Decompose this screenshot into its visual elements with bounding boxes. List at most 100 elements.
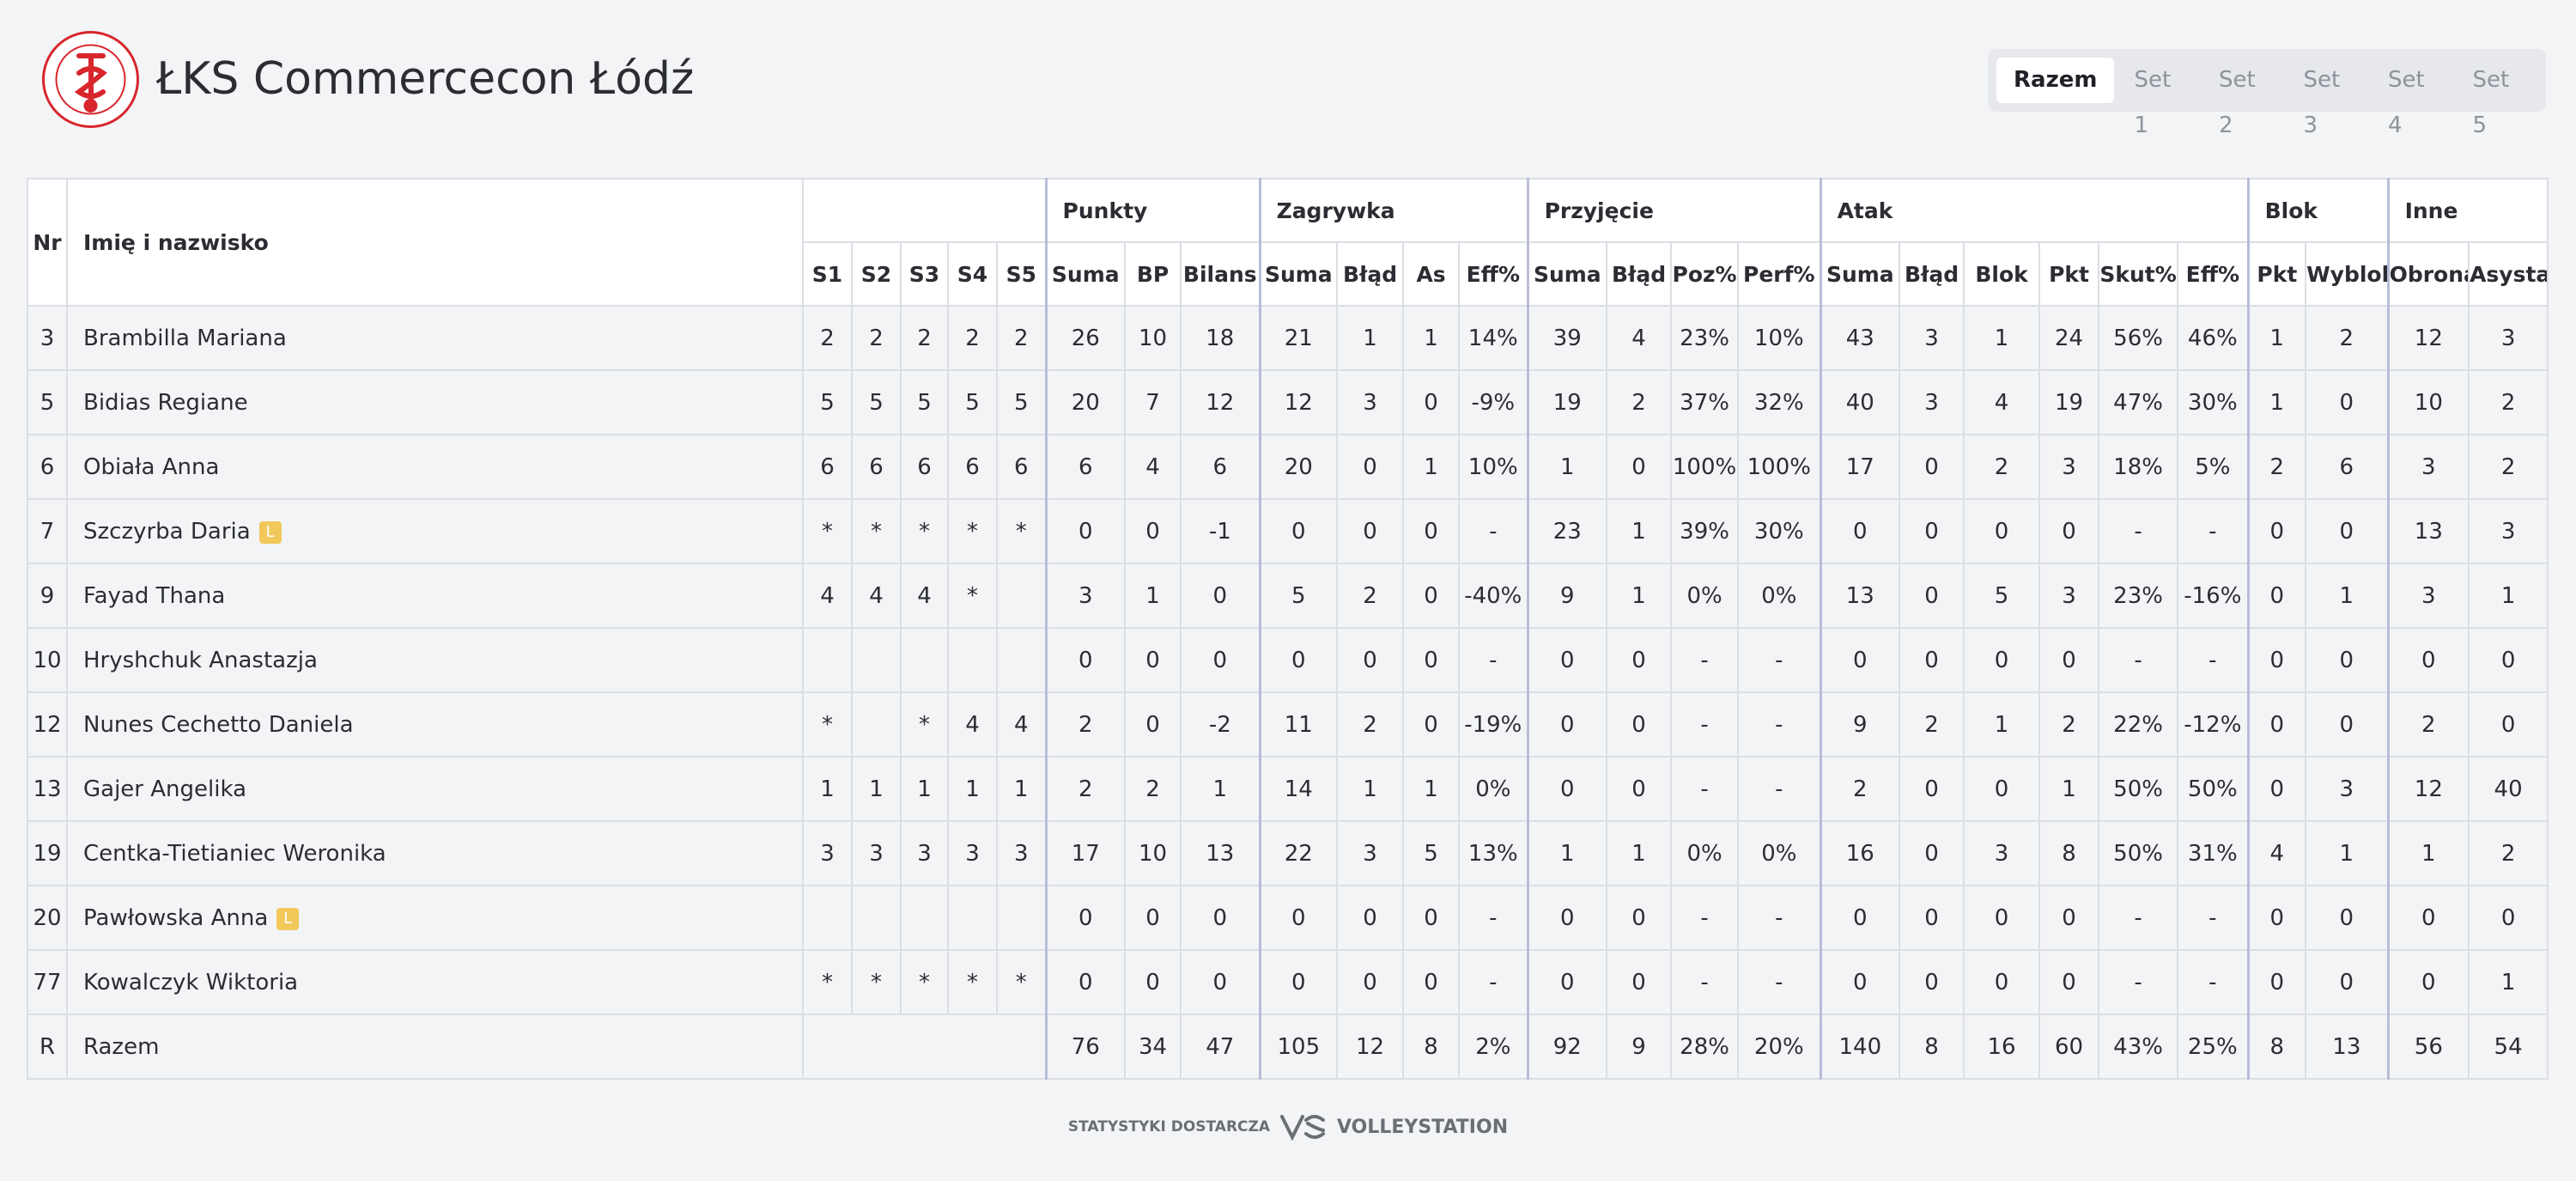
cell-stat: 0 [1402,885,1461,951]
cell-stat: 14% [1458,305,1529,371]
cell-stat: 30% [2177,369,2250,435]
cell-stat: 0 [2246,756,2307,822]
player-row: 13 Gajer Angelika 1 1 1 1 1 2 2 1 14 1 1 0% 0 0- -2 0 0 1 50… [27,756,2549,822]
cell-stat: - [1737,756,1822,822]
tab[interactable]: Set 4 [2387,67,2425,138]
club-logo [42,31,139,128]
cell-stat: 6 [2305,434,2390,500]
column-header: Eff% [2177,241,2250,307]
cell-stat: 140 [1819,1014,1901,1080]
cell-nr: 3 [27,305,68,371]
cell-stat: 10 [1124,305,1182,371]
group-header [801,178,1048,243]
cell-stat: 1 [2305,820,2390,886]
libero-badge: L [276,907,300,930]
cell-stat: 3 [1336,369,1405,435]
cell-set [995,627,1048,693]
cell-stat: - [2098,885,2179,951]
tab[interactable]: Set 2 [2218,67,2256,138]
cell-stat: 0 [1336,498,1405,564]
player-name: Hryshchuk Anastazja [83,647,318,673]
cell-stat: 100% [1737,434,1822,500]
cell-nr: 12 [27,691,68,758]
column-header: Asysta [2468,241,2549,307]
cell-stat: 54 [2468,1014,2549,1080]
player-row: 7 Szczyrba Daria L * * * * * 0 0 -1 0 0 0-23 1 39% 30% 0 0… [27,498,2549,564]
cell-stat: 2 [2468,434,2549,500]
cell-stat: - [2177,627,2250,693]
cell-set: 2 [900,305,949,371]
tab[interactable]: Razem [1996,58,2115,103]
cell-set: 2 [851,305,902,371]
player-name: Pawłowska Anna [83,904,269,931]
cell-set [802,885,853,951]
cell-set: * [802,691,853,758]
cell-stat: - [2098,949,2179,1015]
cell-stat: 1 [1606,820,1673,886]
cell-stat: 0 [2038,627,2100,693]
cell-name: Kowalczyk Wiktoria [66,949,804,1015]
column-header: Pkt [2246,241,2307,307]
cell-stat: - [1737,949,1822,1015]
cell-stat: 34 [1124,1014,1182,1080]
cell-name: Fayad Thana [66,563,804,629]
cell-stat: 10 [1124,820,1182,886]
tab[interactable]: Set 5 [2472,67,2510,138]
column-header: S1 [802,241,853,307]
cell-set: 1 [995,756,1048,822]
cell-stat: 13% [1458,820,1529,886]
cell-set: 3 [851,820,902,886]
cell-stat: 1 [1402,434,1461,500]
cell-stat: 1 [1606,498,1673,564]
cell-set: * [851,949,902,1015]
cell-stat: 47 [1180,1014,1261,1080]
player-row: 9 Fayad Thana 4 4 4 * 3 1 0 5 2 0 -40% 9 1 0% 0% 13 0 5 3 23%… [27,563,2549,629]
cell-stat: 1 [1526,820,1608,886]
tab[interactable]: Set 1 [2134,67,2172,138]
cell-stat: -1 [1180,498,1261,564]
cell-stat: - [1458,949,1529,1015]
player-name: Szczyrba Daria [83,518,251,545]
cell-stat: 1 [2038,756,2100,822]
column-header: S2 [851,241,902,307]
cell-set: * [851,498,902,564]
cell-stat: 4 [1963,369,2041,435]
cell-stat: 0 [1606,885,1673,951]
group-header: Punkty [1044,178,1261,243]
cell-stat: 100% [1670,434,1740,500]
column-header: Obrona [2386,241,2470,307]
cell-stat: 1 [1963,305,2041,371]
cell-stat: - [1670,885,1740,951]
tab[interactable]: Set 3 [2303,67,2341,138]
cell-stat: -16% [2177,563,2250,629]
cell-nr: 9 [27,563,68,629]
column-header: S3 [900,241,949,307]
player-row: 10 Hryshchuk Anastazja 0 0 0 0 0 0-0 0- -0 0 0 0- -0 0… [27,627,2549,693]
column-header: As [1402,241,1461,307]
cell-stat: 3 [1899,305,1965,371]
cell-stat: 18% [2098,434,2179,500]
cell-set: * [995,498,1048,564]
cell-stat: 26 [1044,305,1127,371]
cell-stat: 23% [1670,305,1740,371]
cell-stat: 2 [2468,369,2549,435]
cell-stat: 12 [2386,305,2470,371]
cell-stat: 0 [1899,563,1965,629]
cell-stat: 0 [1606,949,1673,1015]
cell-stat: 1 [1606,563,1673,629]
cell-set: 6 [851,434,902,500]
cell-stat: 2 [1336,691,1405,758]
cell-set: 6 [995,434,1048,500]
cell-stat: 0 [2305,949,2390,1015]
cell-stat: 20% [1737,1014,1822,1080]
cell-stat: 0 [2305,498,2390,564]
cell-stat: 0% [1670,820,1740,886]
column-header: Poz% [1670,241,1740,307]
column-header: Perf% [1737,241,1822,307]
brand-name: VOLLEYSTATION [1337,1116,1509,1138]
cell-stat: 1 [2386,820,2470,886]
cell-stat: 105 [1258,1014,1339,1080]
cell-set: * [947,563,998,629]
cell-stat: 0 [1336,885,1405,951]
